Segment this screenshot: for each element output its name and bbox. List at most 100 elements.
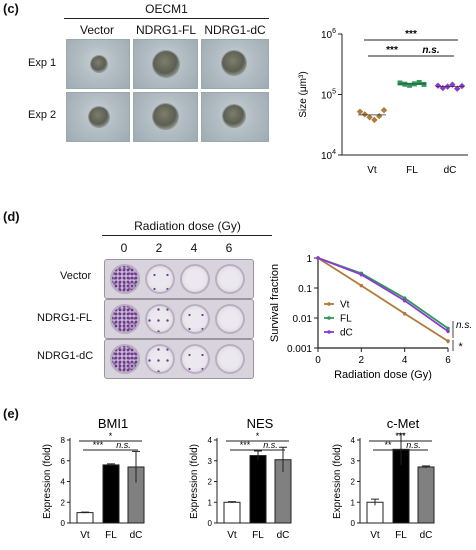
survival-y-tick-label-0: 1	[306, 254, 312, 265]
bmi1-y-tick-label-2: 4	[61, 478, 66, 487]
nes-x-tick-label-dC: dC	[277, 530, 290, 541]
nes-y-tick-label-2: 2	[208, 478, 213, 487]
nes-y-tick-label-4: 4	[208, 436, 213, 445]
chart-nes: NES Expression (fold) 0 1 2 3 4 Vt FL dC *** n.s.*	[189, 416, 292, 541]
cmet-y-tick-label-0: 0	[351, 519, 356, 528]
chart-size: 104 105 106 Size (μm³) Vt FL dC *** n.s. ***	[298, 28, 468, 174]
cmet-y-tick-label-3: 3	[351, 457, 356, 466]
size-point-Vt	[380, 107, 388, 114]
survival-x-tick-label-0: 0	[315, 355, 321, 366]
cmet-y-tick-label-2: 2	[351, 478, 356, 487]
survival-x-tick-label-2: 4	[402, 355, 408, 366]
cmet-sig-label: **	[384, 440, 392, 450]
cmet-x-tick-label-dC: dC	[420, 530, 433, 541]
nes-y-tick-label-0: 0	[208, 519, 213, 528]
row-label-exp2: Exp 2	[28, 109, 57, 121]
micrograph-exp1-fl	[133, 39, 198, 89]
bmi1-sig-label: n.s.	[116, 440, 131, 450]
nes-x-tick-label-FL: FL	[252, 530, 264, 541]
radiation-dose-header: Radiation dose (Gy)	[134, 219, 241, 233]
survival-sig-label-star: *	[458, 341, 463, 353]
plate-row-label-ndrg1-fl: NDRG1-FL	[37, 312, 93, 324]
bmi1-bar-Vt	[76, 512, 94, 524]
plate-row-label-vector: Vector	[60, 270, 92, 282]
size-y-tick-label-2: 106	[321, 28, 336, 41]
survival-line-dC	[317, 257, 449, 333]
nes-bar-FL	[249, 455, 267, 524]
nes-y-axis-label: Expression (fold)	[189, 444, 200, 519]
size-x-tick-label-dC: dC	[444, 165, 457, 174]
survival-point-dC	[402, 298, 407, 303]
size-sig-label: ***	[386, 45, 398, 56]
size-x-tick-label-FL: FL	[406, 165, 418, 174]
survival-point-Vt	[402, 311, 407, 316]
panel-label-d: (d)	[3, 209, 20, 224]
survival-y-tick-label-1: 0.1	[298, 284, 312, 295]
nes-y-tick-label-1: 1	[208, 498, 213, 507]
size-point-Vt	[366, 114, 373, 121]
cmet-y-tick-label-1: 1	[351, 498, 356, 507]
bmi1-x-tick-label-FL: FL	[105, 530, 117, 541]
bmi1-sig-label: ***	[93, 440, 104, 450]
size-point-dC	[458, 82, 466, 90]
survival-line-Vt	[317, 257, 449, 342]
micrograph-exp2-fl	[133, 92, 198, 142]
survival-point-dC	[446, 329, 450, 334]
survival-x-axis-label: Radiation dose (Gy)	[334, 369, 432, 381]
dose-label-6: 6	[225, 241, 233, 255]
size-y-axis-label: Size (μm³)	[298, 71, 309, 117]
nes-x-tick-label-Vt: Vt	[227, 530, 237, 541]
col-label-ndrg1-dc: NDRG1-dC	[204, 23, 266, 37]
dose-label-4: 4	[190, 241, 198, 255]
micrograph-exp1-vector	[66, 39, 130, 89]
survival-y-tick-label-2: 0.01	[293, 314, 313, 325]
survival-point-FL	[446, 326, 450, 331]
dose-label-2: 2	[155, 241, 163, 255]
survival-sig-label-ns: n.s.	[456, 320, 472, 331]
size-y-tick-label-1: 105	[321, 89, 336, 102]
radiation-dose-rule	[102, 235, 272, 236]
nes-y-tick-label-3: 3	[208, 457, 213, 466]
size-point-FL	[407, 82, 413, 88]
bmi1-y-tick-label-4: 8	[61, 436, 66, 445]
size-point-Vt	[356, 108, 364, 115]
cmet-y-tick-label-4: 4	[351, 436, 356, 445]
bmi1-x-tick-label-Vt: Vt	[80, 530, 90, 541]
size-point-FL	[416, 79, 422, 85]
nes-sig-label: n.s.	[263, 440, 278, 450]
plate-row-label-ndrg1-dc: NDRG1-dC	[37, 350, 94, 362]
colony-plate-ndrg1-dc	[104, 339, 254, 379]
survival-x-tick-label-1: 2	[359, 355, 365, 366]
survival-legend-label-Vt: Vt	[340, 300, 350, 311]
survival-legend-label-FL: FL	[340, 314, 352, 325]
bmi1-y-tick-label-3: 6	[61, 457, 66, 466]
cmet-sig-label: ***	[395, 431, 406, 441]
col-label-vector: Vector	[79, 23, 115, 37]
chart-bmi1: BMI1 Expression (fold) 0 2 4 6 8 Vt FL dC *** n.s.*	[42, 416, 145, 541]
size-point-Vt	[371, 116, 378, 124]
bmi1-title: BMI1	[98, 416, 128, 431]
survival-legend-marker-Vt	[327, 302, 331, 306]
survival-y-axis-label: Survival fraction	[269, 264, 281, 342]
nes-bar-Vt	[223, 501, 241, 524]
size-sig-label: n.s.	[422, 45, 439, 56]
size-point-Vt	[361, 111, 368, 118]
survival-y-tick-label-3: 0.001	[287, 344, 312, 355]
bmi1-y-axis-label: Expression (fold)	[42, 444, 53, 519]
row-label-exp1: Exp 1	[28, 57, 57, 69]
survival-x-tick-label-3: 6	[445, 355, 451, 366]
colony-plate-ndrg1-fl	[104, 299, 254, 339]
survival-point-Vt	[446, 339, 450, 343]
micrograph-exp2-dc	[201, 92, 269, 142]
cmet-title: c-Met	[387, 416, 420, 431]
oecm1-header: OECM1	[145, 2, 188, 16]
chart-cmet: c-Met Expression (fold) 0 1 2 3 4 Vt FL dC ** n.s.*…	[332, 416, 435, 541]
nes-sig-label: *	[256, 431, 260, 441]
bmi1-y-tick-label-0: 0	[61, 519, 66, 528]
size-x-tick-label-Vt: Vt	[367, 165, 377, 174]
survival-point-dC	[359, 272, 364, 277]
dose-label-0: 0	[120, 241, 128, 255]
cmet-bar-dC	[417, 466, 435, 524]
survival-point-dC	[316, 256, 320, 260]
panel-label-c: (c)	[3, 1, 19, 16]
